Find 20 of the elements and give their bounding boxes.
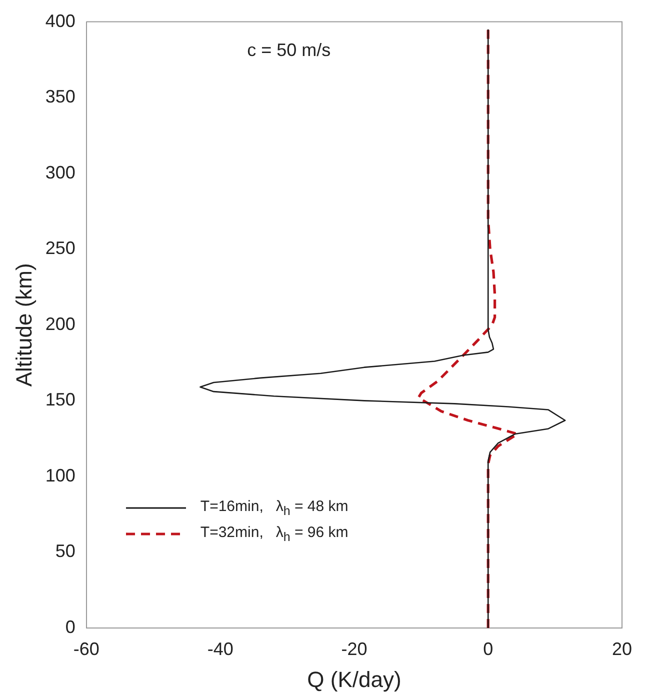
x-tick-label: 0: [483, 638, 494, 659]
y-tick-label: 100: [45, 465, 76, 486]
y-tick-label: 300: [45, 162, 76, 182]
y-axis-title: Altitude (km): [11, 263, 36, 387]
y-tick-label: 200: [45, 314, 76, 334]
y-tick-label: 250: [45, 238, 76, 258]
legend-label: T=16min, λ$_{h}$ = 48 km: [200, 498, 348, 518]
x-tick-label: -40: [207, 638, 234, 659]
y-tick-label: 50: [55, 541, 76, 562]
x-tick-label: -20: [341, 638, 368, 659]
annotation: c = 50 m/s: [247, 40, 331, 61]
y-tick-label: 400: [45, 10, 76, 31]
line-series: [417, 28, 519, 628]
y-tick-label: 0: [65, 616, 76, 637]
legend-label: T=32min, λ$_{h}$ = 96 km: [200, 524, 348, 544]
y-tick-label: 350: [45, 86, 76, 107]
x-axis-title: Q (K/day): [307, 666, 402, 692]
y-tick-label: 150: [45, 390, 76, 410]
x-tick-label: -60: [73, 638, 100, 659]
x-tick-label: 20: [612, 638, 632, 659]
